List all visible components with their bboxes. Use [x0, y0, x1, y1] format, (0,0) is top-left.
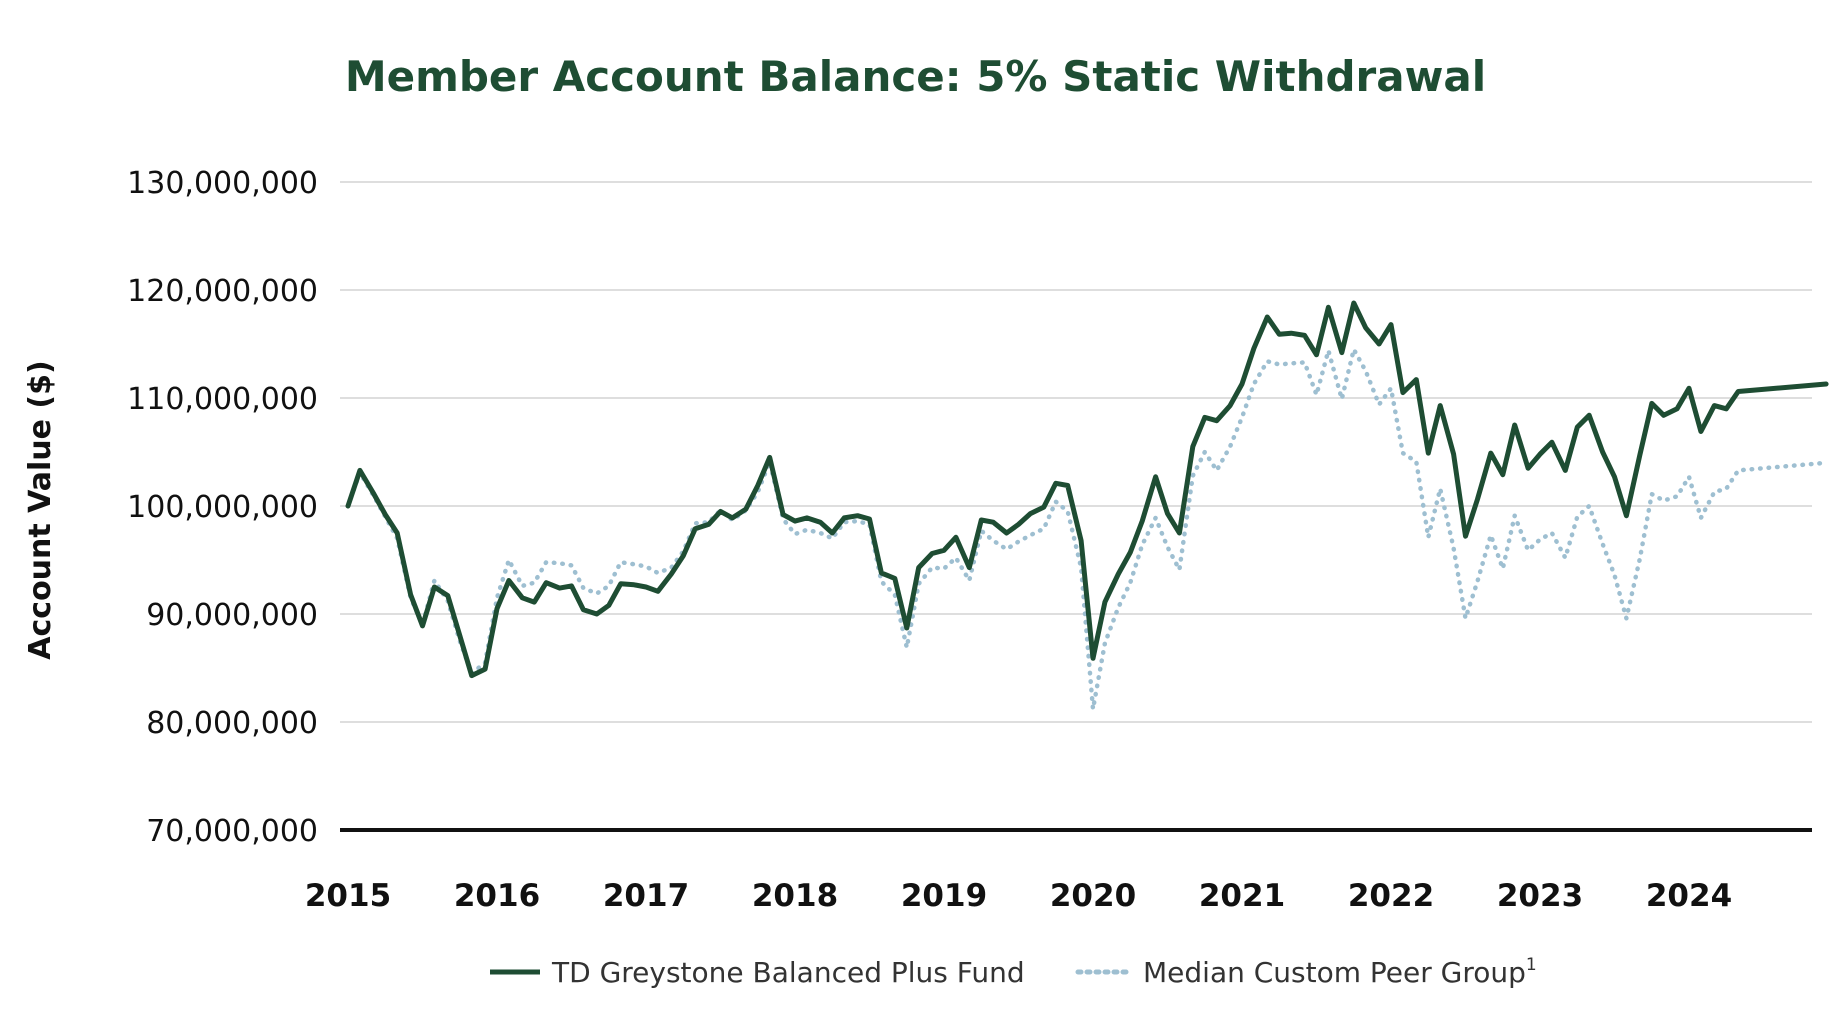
gridlines	[340, 181, 1812, 832]
x-tick-label: 2024	[1646, 878, 1732, 914]
chart-title: Member Account Balance: 5% Static Withdr…	[344, 52, 1487, 101]
series-lines	[345, 300, 1829, 712]
x-tick-label: 2017	[603, 878, 689, 914]
legend-label-peer-name: Median Custom Peer Group	[1143, 956, 1526, 989]
x-tick-label: 2016	[454, 878, 540, 914]
legend-label-peer: Median Custom Peer Group1	[1143, 955, 1537, 989]
legend: TD Greystone Balanced Plus Fund Median C…	[490, 955, 1537, 989]
x-tick-label: 2015	[305, 878, 391, 914]
y-tick-label: 80,000,000	[146, 706, 318, 741]
x-tick-label: 2019	[901, 878, 987, 914]
x-tick-label: 2020	[1050, 878, 1136, 914]
x-tick-label: 2022	[1348, 878, 1434, 914]
series-line-fund	[345, 300, 1829, 679]
x-tick-label: 2021	[1199, 878, 1285, 914]
x-tick-label: 2018	[752, 878, 838, 914]
y-tick-label: 130,000,000	[127, 166, 318, 201]
series-line-peer-group	[345, 347, 1829, 712]
x-axis-ticks: 2015 2016 2017 2018 2019 2020 2021 2022 2023 2024	[305, 878, 1732, 914]
y-tick-label: 70,000,000	[146, 814, 318, 849]
y-axis-label: Account Value ($)	[23, 360, 58, 659]
y-tick-label: 90,000,000	[146, 598, 318, 633]
legend-label-fund: TD Greystone Balanced Plus Fund	[551, 956, 1025, 989]
y-axis-ticks: 130,000,000 120,000,000 110,000,000 100,000…	[127, 166, 318, 849]
y-tick-label: 110,000,000	[127, 382, 318, 417]
y-tick-label: 100,000,000	[127, 490, 318, 525]
x-tick-label: 2023	[1497, 878, 1583, 914]
legend-footnote-marker: 1	[1526, 955, 1537, 975]
y-tick-label: 120,000,000	[127, 274, 318, 309]
